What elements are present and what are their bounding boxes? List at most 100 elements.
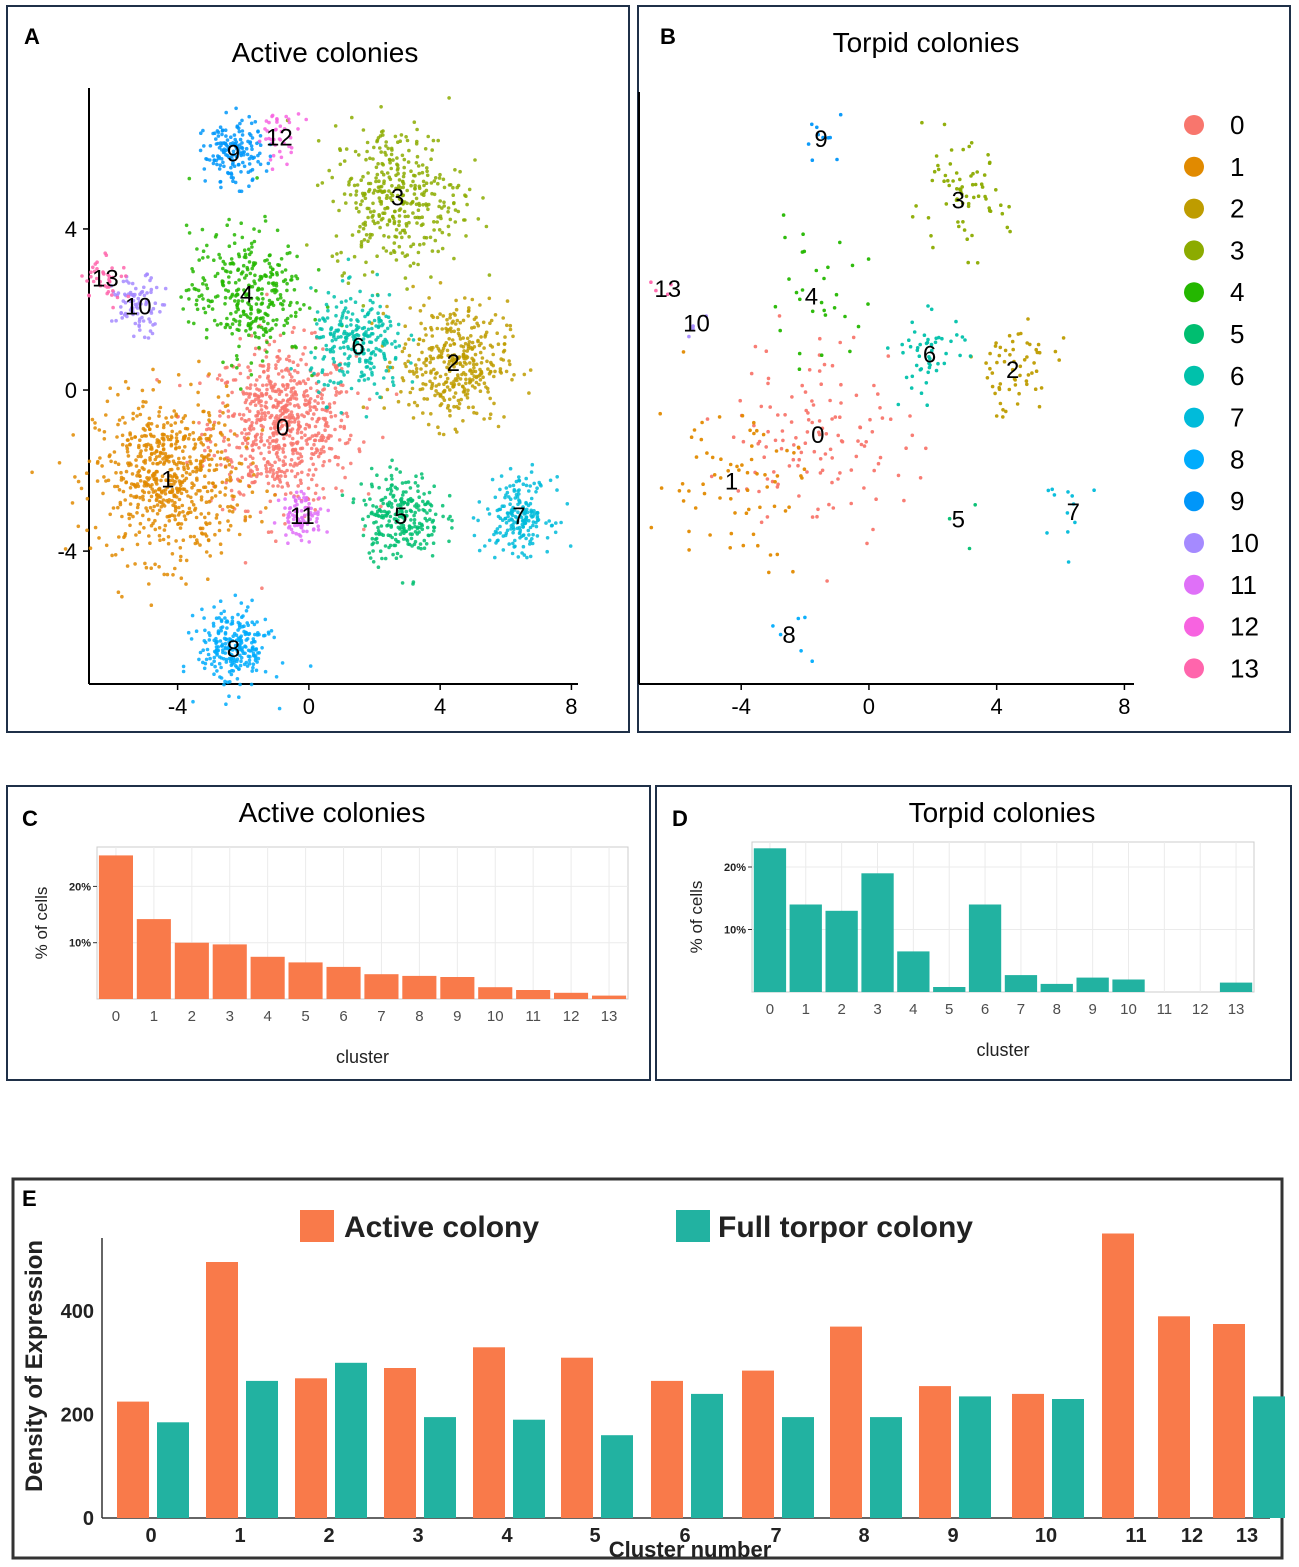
scatter-point: [179, 522, 184, 526]
scatter-point: [886, 346, 890, 350]
scatter-point: [211, 161, 216, 166]
scatter-point: [380, 556, 384, 561]
scatter-point: [275, 431, 279, 436]
scatter-point: [339, 380, 343, 384]
scatter-point: [239, 417, 244, 421]
scatter-point: [199, 495, 204, 499]
scatter-point: [144, 301, 149, 305]
scatter-point: [669, 282, 673, 287]
cluster-label: 13: [654, 276, 681, 303]
scatter-point: [412, 513, 416, 518]
scatter-point: [465, 202, 469, 207]
scatter-point: [474, 362, 479, 367]
scatter-point: [188, 472, 192, 477]
scatter-point: [366, 514, 371, 519]
scatter-point: [344, 299, 348, 303]
scatter-point: [119, 470, 123, 475]
scatter-point: [254, 438, 258, 442]
scatter-point: [472, 325, 477, 330]
scatter-point: [357, 209, 361, 214]
scatter-point: [245, 664, 250, 668]
scatter-point: [219, 551, 224, 555]
scatter-point: [223, 262, 227, 266]
scatter-point: [862, 486, 866, 490]
scatter-point: [331, 199, 336, 204]
scatter-point: [402, 527, 406, 531]
scatter-point: [225, 138, 230, 142]
scatter-point: [222, 457, 227, 461]
bar-active: [742, 1370, 774, 1518]
scatter-point: [224, 288, 228, 292]
scatter-point: [381, 435, 385, 440]
scatter-point: [510, 377, 514, 382]
scatter-point: [245, 386, 249, 390]
scatter-point: [265, 292, 269, 297]
scatter-point: [375, 172, 380, 177]
scatter-point: [246, 623, 250, 627]
scatter-point: [98, 456, 102, 460]
scatter-point: [436, 215, 440, 219]
scatter-point: [388, 160, 392, 165]
scatter-point: [405, 188, 410, 193]
scatter-point: [198, 381, 202, 386]
scatter-point: [255, 418, 259, 422]
scatter-point: [296, 517, 301, 522]
scatter-point: [503, 516, 508, 521]
scatter-point: [192, 437, 196, 442]
scatter-point: [122, 265, 126, 270]
scatter-point: [463, 193, 467, 197]
scatter-point: [797, 367, 802, 372]
scatter-point: [199, 441, 203, 445]
scatter-point: [918, 342, 922, 347]
scatter-point: [504, 369, 509, 374]
scatter-point: [124, 480, 128, 485]
scatter-point: [109, 459, 113, 464]
scatter-point: [364, 157, 368, 162]
scatter-point: [477, 374, 481, 378]
scatter-point: [238, 371, 243, 376]
scatter-point: [128, 502, 133, 506]
scatter-point: [271, 484, 275, 488]
scatter-point: [306, 473, 310, 477]
scatter-point: [167, 459, 171, 464]
scatter-point: [240, 118, 244, 123]
scatter-point: [186, 466, 190, 471]
scatter-point: [876, 461, 881, 466]
scatter-point: [262, 411, 267, 415]
scatter-point: [904, 446, 908, 451]
scatter-point: [283, 474, 288, 479]
scatter-point: [240, 146, 245, 150]
scatter-point: [309, 350, 313, 355]
scatter-point: [332, 295, 337, 299]
scatter-point: [234, 293, 239, 297]
scatter-point: [199, 498, 204, 502]
scatter-point: [511, 530, 515, 535]
scatter-point: [202, 306, 206, 311]
scatter-point: [729, 497, 733, 501]
scatter-point: [347, 182, 351, 187]
scatter-point: [323, 428, 327, 433]
scatter-point: [375, 139, 379, 144]
scatter-point: [409, 361, 413, 365]
scatter-point: [148, 505, 153, 510]
scatter-point: [223, 366, 228, 370]
bar-active: [473, 1347, 505, 1518]
scatter-point: [194, 492, 198, 496]
scatter-point: [167, 514, 172, 518]
scatter-point: [161, 502, 165, 506]
scatter-point: [768, 405, 772, 409]
scatter-point: [838, 415, 842, 420]
scatter-point: [342, 271, 347, 275]
x-tick-label: 5: [301, 1008, 309, 1025]
scatter-point: [394, 258, 399, 262]
scatter-point: [298, 446, 303, 451]
scatter-point: [429, 503, 434, 508]
scatter-point: [970, 233, 974, 238]
scatter-point: [272, 288, 276, 292]
scatter-point: [1073, 520, 1077, 525]
scatter-point: [167, 519, 172, 523]
scatter-point: [477, 548, 482, 553]
scatter-point: [247, 409, 252, 414]
x-tick-label: 6: [981, 1001, 989, 1018]
scatter-point: [132, 294, 136, 298]
